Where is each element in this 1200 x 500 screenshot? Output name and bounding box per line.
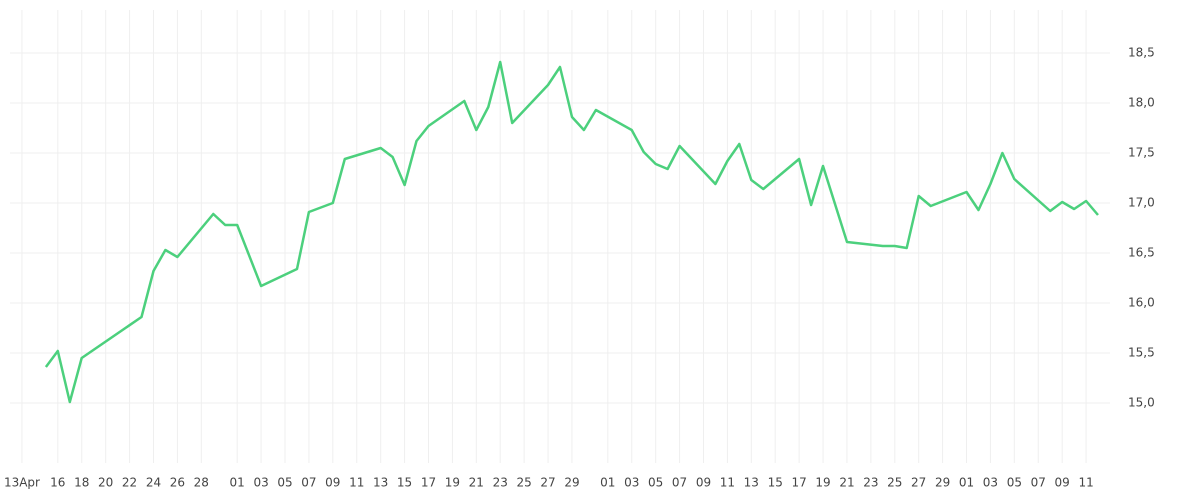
y-tick-label: 17,5 bbox=[1128, 146, 1155, 160]
x-tick-label: 09 bbox=[1055, 476, 1070, 490]
x-tick-label: 28 bbox=[194, 476, 209, 490]
x-tick-label: 26 bbox=[170, 476, 185, 490]
y-tick-label: 18,0 bbox=[1128, 96, 1155, 110]
x-tick-label: 07 bbox=[301, 476, 316, 490]
x-tick-label: 29 bbox=[935, 476, 950, 490]
x-tick-label: 09 bbox=[696, 476, 711, 490]
x-tick-label: 23 bbox=[493, 476, 508, 490]
x-tick-label: 17 bbox=[421, 476, 436, 490]
x-tick-label: 03 bbox=[983, 476, 998, 490]
x-tick-label: 27 bbox=[911, 476, 926, 490]
x-tick-label: 07 bbox=[672, 476, 687, 490]
x-tick-label: 20 bbox=[98, 476, 113, 490]
x-tick-label: 01 bbox=[230, 476, 245, 490]
x-tick-label: 05 bbox=[1007, 476, 1022, 490]
x-tick-label: 24 bbox=[146, 476, 161, 490]
x-tick-label: 21 bbox=[839, 476, 854, 490]
x-tick-label: 05 bbox=[277, 476, 292, 490]
price-line bbox=[44, 60, 1099, 404]
x-tick-label: 13 bbox=[373, 476, 388, 490]
y-tick-label: 16,0 bbox=[1128, 296, 1155, 310]
x-tick-label: 01 bbox=[959, 476, 974, 490]
x-tick-label: 27 bbox=[540, 476, 555, 490]
x-tick-label: 01 bbox=[600, 476, 615, 490]
y-tick-label: 15,5 bbox=[1128, 346, 1155, 360]
x-tick-label: 19 bbox=[815, 476, 830, 490]
x-tick-label: 25 bbox=[516, 476, 531, 490]
x-tick-label: 09 bbox=[325, 476, 340, 490]
x-tick-label: 15 bbox=[397, 476, 412, 490]
x-tick-label: 03 bbox=[253, 476, 268, 490]
x-tick-label: 11 bbox=[1078, 476, 1093, 490]
x-tick-label: 16 bbox=[50, 476, 65, 490]
x-tick-label: 19 bbox=[445, 476, 460, 490]
y-tick-label: 18,5 bbox=[1128, 46, 1155, 60]
y-tick-label: 15,0 bbox=[1128, 396, 1155, 410]
x-tick-label: 25 bbox=[887, 476, 902, 490]
x-tick-label: 17 bbox=[791, 476, 806, 490]
x-tick-label: 13 bbox=[744, 476, 759, 490]
x-tick-label: 11 bbox=[720, 476, 735, 490]
x-tick-label: 22 bbox=[122, 476, 137, 490]
x-tick-label: 18 bbox=[74, 476, 89, 490]
x-tick-label: 05 bbox=[648, 476, 663, 490]
x-tick-label: 11 bbox=[349, 476, 364, 490]
x-tick-label: 21 bbox=[469, 476, 484, 490]
y-tick-label: 17,0 bbox=[1128, 196, 1155, 210]
x-tick-label: 13Apr bbox=[4, 476, 40, 490]
x-tick-label: 07 bbox=[1031, 476, 1046, 490]
x-tick-label: 15 bbox=[768, 476, 783, 490]
y-tick-label: 16,5 bbox=[1128, 246, 1155, 260]
x-tick-label: 29 bbox=[564, 476, 579, 490]
x-tick-label: 23 bbox=[863, 476, 878, 490]
x-tick-label: 03 bbox=[624, 476, 639, 490]
